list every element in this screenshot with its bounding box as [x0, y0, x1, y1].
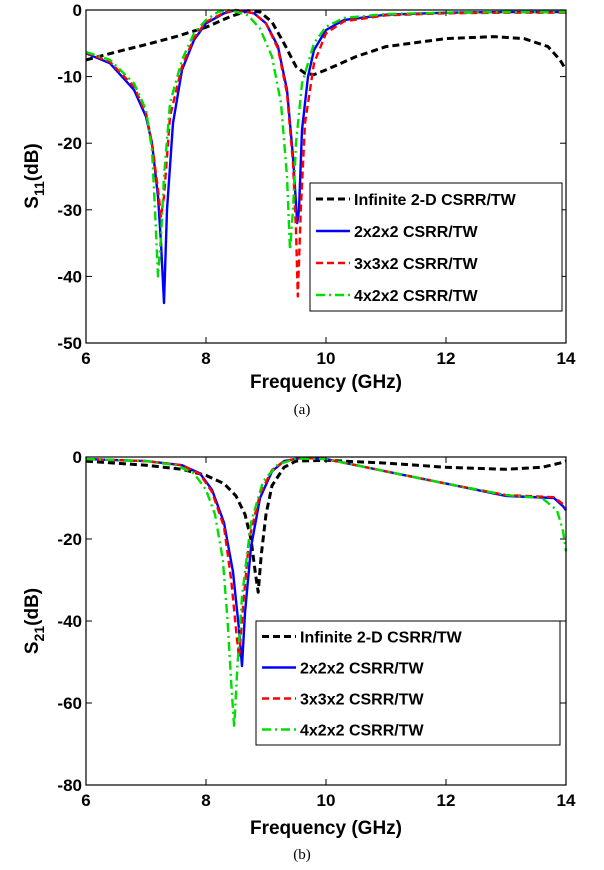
x-tick-label: 12 — [437, 791, 456, 810]
legend-label-2: 2x2x2 CSRR/TW — [300, 661, 424, 678]
y-tick-label: -30 — [57, 201, 82, 220]
x-tick-label: 14 — [557, 791, 576, 810]
series-lines — [85, 456, 568, 729]
legend: Infinite 2-D CSRR/TW 2x2x2 CSRR/TW 3x3x2 C… — [255, 620, 561, 746]
x-tick-label: 12 — [437, 349, 456, 368]
series-line-3 — [85, 456, 567, 660]
panel-a: 6 8 10 12 14 0 -10 -20 -30 -40 -50 Frequency (GHz)… — [22, 1, 576, 418]
x-tick-label: 14 — [557, 349, 576, 368]
y-tick-label: -80 — [57, 776, 82, 795]
panel-b: 6 8 10 12 140-20-40-60-80 Frequency (GHz) S2… — [22, 448, 576, 863]
legend-label-3: 3x3x2 CSRR/TW — [354, 256, 478, 273]
series-line-4 — [85, 457, 568, 729]
y-axis-label-sub: 11 — [31, 181, 47, 196]
caption-a: (a) — [294, 402, 311, 418]
y-tick-label: -20 — [57, 530, 82, 549]
series-line-3 — [85, 8, 566, 298]
legend-label-4: 4x2x2 CSRR/TW — [300, 723, 424, 740]
y-tick-label: 0 — [73, 448, 82, 467]
x-tick-label: 10 — [317, 349, 336, 368]
y-tick-label: -40 — [57, 612, 82, 631]
y-tick-label: -40 — [57, 267, 82, 286]
y-axis-label-sub: 21 — [31, 626, 47, 642]
legend-label-3: 3x3x2 CSRR/TW — [300, 692, 424, 709]
legend-box — [255, 620, 561, 746]
axis-ticks: 6 8 10 12 14 0 -20 -40 -60 -80 — [57, 448, 576, 810]
series-line-2 — [85, 8, 566, 305]
axis-ticks: 6 8 10 12 14 0 -10 -20 -30 -40 -50 — [57, 1, 576, 368]
y-axis-label: S11(dB) — [22, 143, 47, 208]
x-tick-label: 6 — [81, 349, 90, 368]
legend-label-1: Infinite 2-D CSRR/TW — [300, 630, 463, 647]
legend-label-1: Infinite 2-D CSRR/TW — [354, 192, 517, 209]
legend-label-2: 2x2x2 CSRR/TW — [354, 224, 478, 241]
x-tick-label: 8 — [201, 349, 210, 368]
y-tick-label: -60 — [57, 694, 82, 713]
series-line-1 — [85, 9, 568, 77]
x-axis-label: Frequency (GHz) — [250, 372, 402, 393]
legend-box — [309, 182, 563, 312]
x-tick-label: 6 — [81, 791, 90, 810]
y-tick-label: -10 — [57, 68, 82, 87]
series-line-1 — [85, 458, 567, 594]
y-tick-label: 0 — [73, 1, 82, 20]
series-lines — [85, 8, 568, 305]
y-axis-label-unit: (dB) — [22, 588, 43, 626]
y-tick-label: -20 — [57, 134, 82, 153]
x-tick-label: 10 — [317, 791, 336, 810]
caption-b: (b) — [293, 847, 311, 863]
y-axis-label-unit: (dB) — [22, 143, 43, 181]
legend-label-4: 4x2x2 CSRR/TW — [354, 288, 478, 305]
y-axis-label-main: S — [22, 196, 43, 209]
legend: Infinite 2-D CSRR/TW 2x2x2 CSRR/TW 3x3x2 C… — [309, 182, 563, 312]
y-axis-label-main: S — [22, 641, 43, 654]
y-tick-label: -50 — [57, 334, 82, 353]
x-axis-label: Frequency (GHz) — [250, 818, 402, 839]
x-tick-label: 8 — [201, 791, 210, 810]
y-axis-label: S21(dB) — [22, 588, 47, 654]
